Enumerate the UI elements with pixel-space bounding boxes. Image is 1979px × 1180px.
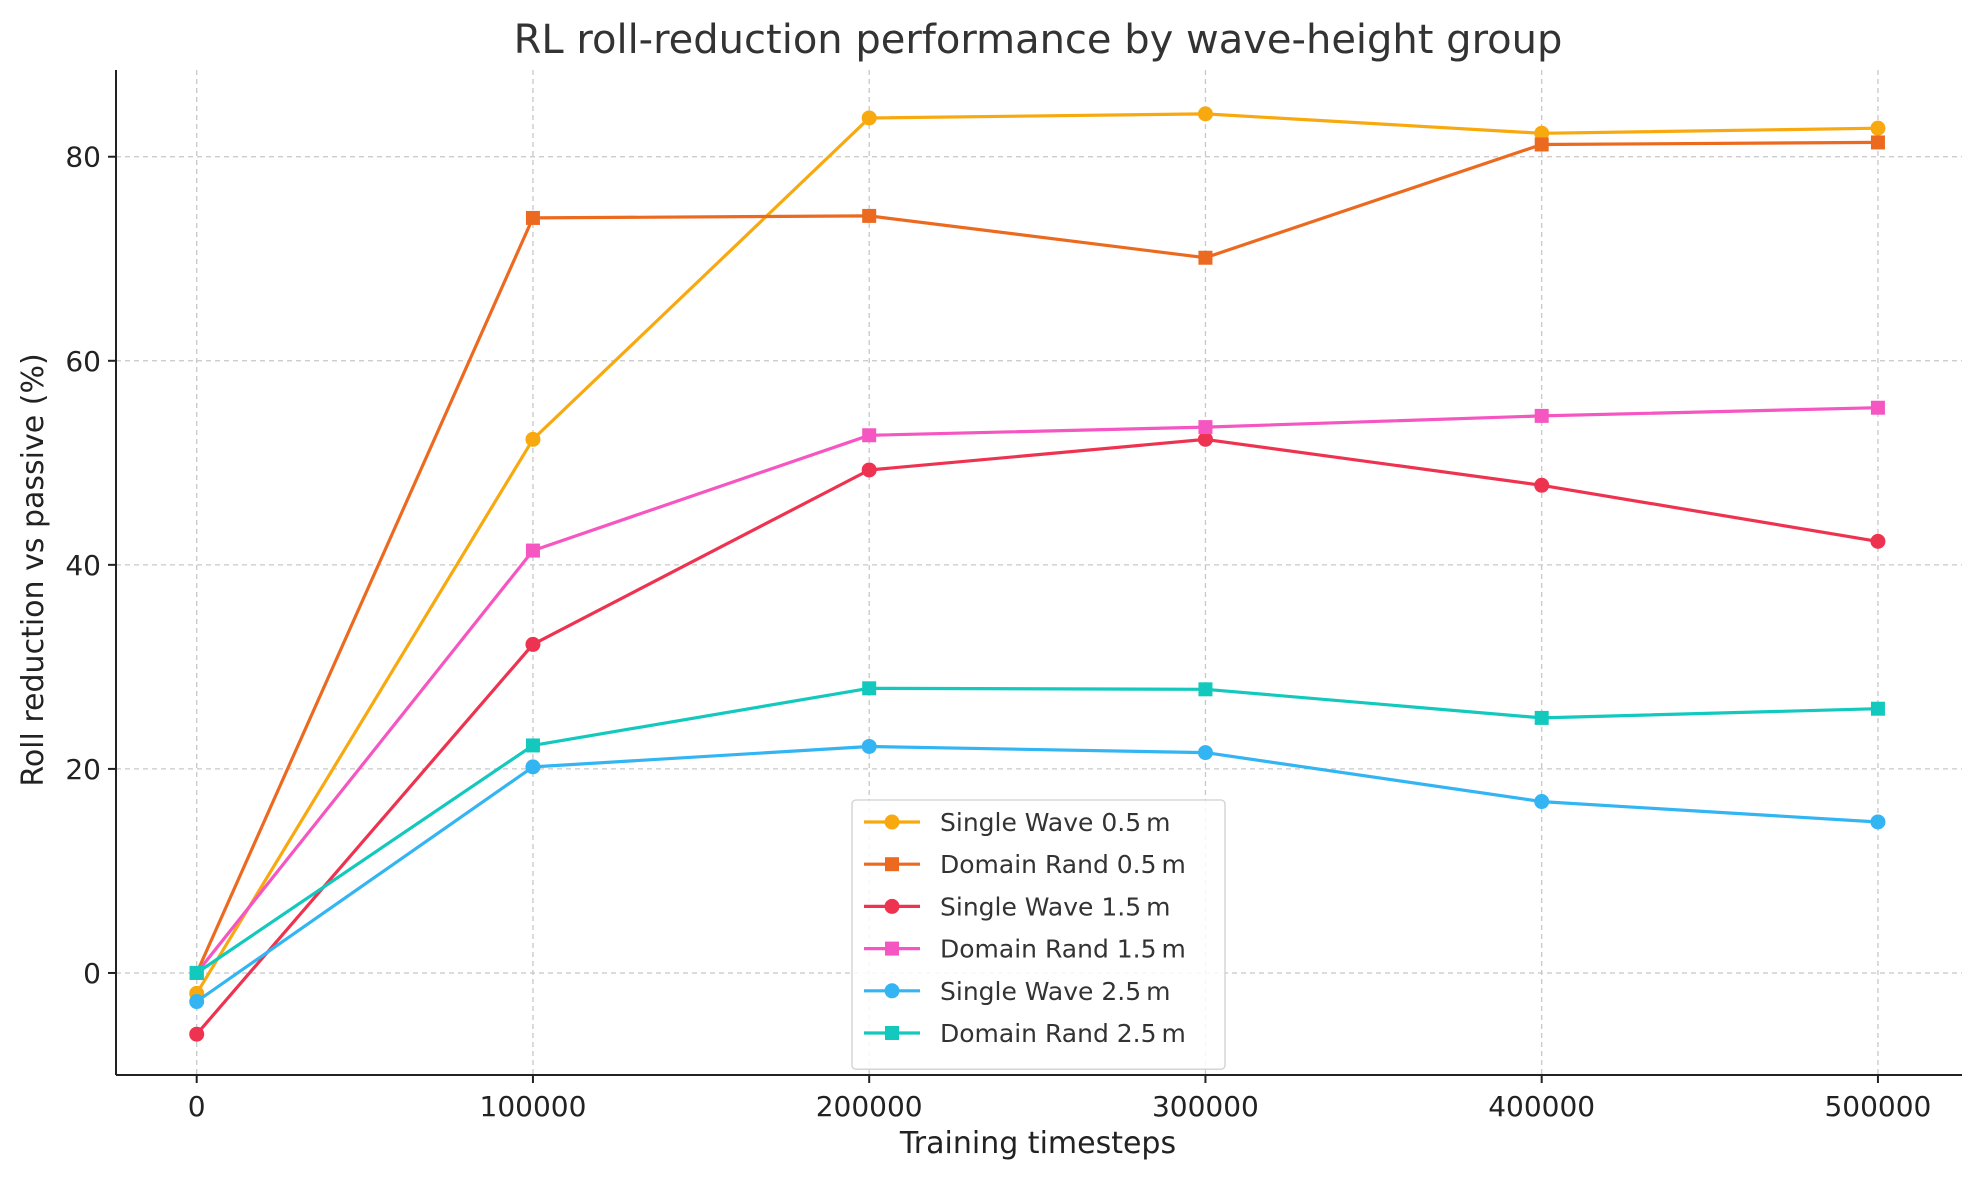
data-point bbox=[1534, 125, 1550, 141]
data-point bbox=[1197, 431, 1213, 447]
series-line bbox=[195, 112, 1878, 995]
legend-item: Domain Rand 2.5 m bbox=[864, 1019, 1186, 1048]
y-axis-title: Roll reduction vs passive (%) bbox=[16, 353, 51, 786]
data-point bbox=[525, 759, 541, 775]
data-point bbox=[525, 210, 540, 225]
y-tick-label: 60 bbox=[65, 345, 101, 378]
data-point bbox=[862, 208, 877, 223]
data-point bbox=[1197, 106, 1213, 122]
legend-label: Single Wave 0.5 m bbox=[940, 808, 1170, 837]
legend-marker bbox=[884, 814, 900, 830]
legend-marker bbox=[884, 983, 900, 999]
data-point bbox=[862, 681, 877, 696]
data-point bbox=[525, 543, 540, 558]
series-line bbox=[195, 744, 1878, 1003]
data-point bbox=[189, 965, 204, 980]
y-tick-label: 0 bbox=[83, 957, 101, 990]
data-point bbox=[1534, 477, 1550, 493]
data-point bbox=[1534, 137, 1549, 152]
legend-item: Single Wave 0.5 m bbox=[864, 808, 1170, 837]
data-point bbox=[1198, 250, 1213, 265]
series-0 bbox=[189, 106, 1886, 1001]
chart-title: RL roll-reduction performance by wave-he… bbox=[514, 17, 1563, 63]
data-point bbox=[1534, 408, 1549, 423]
x-axis-title: Training timesteps bbox=[899, 1126, 1176, 1161]
legend-item: Domain Rand 0.5 m bbox=[864, 850, 1186, 879]
data-point bbox=[525, 738, 540, 753]
x-tick-label: 300000 bbox=[1152, 1090, 1259, 1123]
legend-label: Domain Rand 2.5 m bbox=[940, 1019, 1186, 1048]
legend-marker bbox=[885, 1026, 899, 1040]
data-point bbox=[1197, 745, 1213, 761]
data-point bbox=[1534, 794, 1550, 810]
data-point bbox=[1870, 533, 1886, 549]
data-point bbox=[1870, 701, 1885, 716]
series-lines bbox=[189, 106, 1886, 1042]
legend-label: Domain Rand 1.5 m bbox=[940, 935, 1186, 964]
data-point bbox=[1534, 710, 1549, 725]
data-point bbox=[862, 428, 877, 443]
data-point bbox=[861, 738, 877, 754]
data-point bbox=[1870, 814, 1886, 830]
data-point bbox=[861, 110, 877, 126]
x-tick-label: 0 bbox=[188, 1090, 206, 1123]
data-point bbox=[525, 636, 541, 652]
data-point bbox=[189, 1026, 205, 1042]
legend-item: Single Wave 2.5 m bbox=[864, 977, 1170, 1006]
legend-item: Single Wave 1.5 m bbox=[864, 892, 1170, 921]
legend-item: Domain Rand 1.5 m bbox=[864, 935, 1186, 964]
y-tick-label: 40 bbox=[65, 549, 101, 582]
x-tick-label: 500000 bbox=[1824, 1090, 1931, 1123]
data-point bbox=[1870, 120, 1886, 136]
legend-box bbox=[851, 799, 1226, 1070]
axes: 0 100000 200000 300000 400000 500000 0 20 40 60 80 bbox=[65, 70, 1962, 1123]
legend-label: Single Wave 1.5 m bbox=[940, 892, 1170, 921]
y-tick-label: 80 bbox=[65, 141, 101, 174]
series-line bbox=[195, 686, 1878, 975]
legend-label: Single Wave 2.5 m bbox=[940, 977, 1170, 1006]
series-5 bbox=[189, 681, 1885, 980]
data-point bbox=[1870, 135, 1885, 150]
series-2 bbox=[189, 431, 1886, 1042]
legend: Single Wave 0.5 m Domain Rand 0.5 m Single… bbox=[851, 799, 1226, 1070]
series-4 bbox=[189, 738, 1886, 1010]
x-tick-label: 400000 bbox=[1488, 1090, 1595, 1123]
legend-marker bbox=[884, 898, 900, 914]
legend-marker bbox=[885, 857, 899, 872]
series-line bbox=[195, 437, 1879, 1036]
data-point bbox=[1198, 420, 1213, 435]
y-tick-label: 20 bbox=[65, 753, 101, 786]
data-point bbox=[525, 431, 541, 447]
legend-marker bbox=[885, 941, 899, 956]
legend-label: Domain Rand 0.5 m bbox=[940, 850, 1186, 879]
x-tick-label: 200000 bbox=[816, 1090, 923, 1123]
data-point bbox=[1198, 682, 1213, 697]
series-line bbox=[195, 140, 1878, 974]
series-line bbox=[195, 406, 1878, 974]
x-tick-label: 100000 bbox=[480, 1090, 587, 1123]
data-point bbox=[1870, 400, 1885, 415]
data-point bbox=[189, 994, 205, 1010]
data-point bbox=[861, 462, 877, 478]
